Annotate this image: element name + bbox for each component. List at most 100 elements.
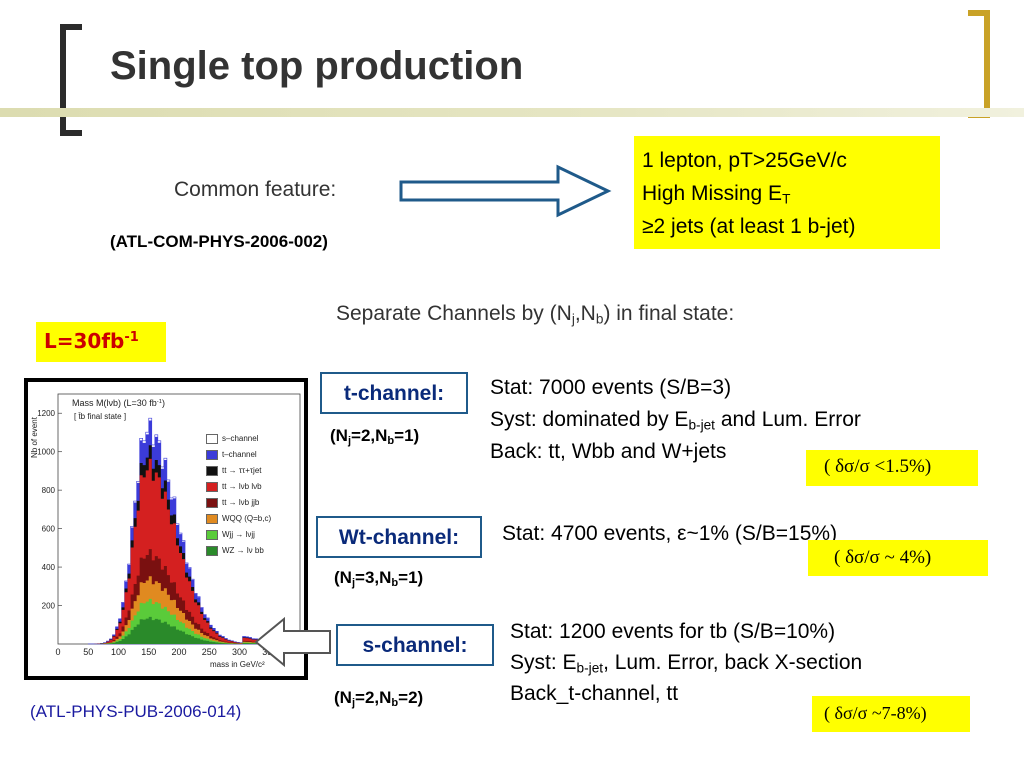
histogram-layer — [88, 616, 279, 644]
legend-swatch — [206, 466, 218, 476]
sn-post: =2) — [398, 688, 424, 707]
wtn-pre: (N — [334, 568, 352, 587]
legend-entry: Wjj → lνjj — [206, 530, 255, 540]
legend-swatch — [206, 482, 218, 492]
t-channel-syst: Syst: dominated by Eb-jet and Lum. Error — [490, 404, 861, 436]
plot-title-pre: Mass M(lνb) (L=30 fb — [72, 398, 157, 408]
luminosity-value: L=30fb — [44, 329, 125, 353]
wtn-sub-b: b — [391, 576, 399, 589]
s-channel-precision: ( δσ/σ ~7-8%) — [812, 696, 970, 732]
missing-et-text: High Missing E — [642, 182, 783, 205]
title-bracket-left — [60, 24, 82, 136]
s-syst-pre: Syst: E — [510, 651, 577, 674]
y-tick-label: 800 — [42, 486, 56, 495]
title-bracket-right — [968, 10, 990, 118]
y-tick-label: 1000 — [37, 448, 55, 457]
sn-sub-j: j — [351, 696, 356, 709]
legend-entry: tt → lνb jjb — [206, 498, 259, 508]
wtn-sub-j: j — [351, 576, 356, 589]
plot-title-post: ) — [161, 398, 165, 408]
x-tick-label: 0 — [55, 647, 60, 657]
x-tick-label: 200 — [171, 647, 186, 657]
plot-subtitle: [ t̄b final state ] — [74, 412, 127, 421]
legend-entry: WQQ (Q=b,c) — [206, 514, 271, 524]
luminosity-badge: L=30fb-1 — [36, 322, 166, 362]
plot-x-axis-label: mass in GeV/c² — [210, 660, 265, 669]
y-tick-label: 200 — [42, 602, 56, 611]
luminosity-exponent: -1 — [124, 329, 139, 345]
t-syst-pre: Syst: dominated by E — [490, 408, 689, 431]
x-tick-label: 150 — [141, 647, 156, 657]
tn-mid: =2,N — [351, 426, 388, 445]
legend-label: s–channel — [222, 434, 259, 444]
t-channel-precision: ( δσ/σ <1.5%) — [806, 450, 978, 486]
separate-post: ) in final state: — [603, 302, 735, 325]
separate-channels-text: Separate Channels by (Nj,Nb) in final st… — [336, 302, 734, 326]
y-tick-label: 400 — [42, 563, 56, 572]
legend-swatch — [206, 434, 218, 444]
common-feature-box: 1 lepton, pT>25GeV/c High Missing ET ≥2 … — [634, 136, 940, 249]
jet-requirement: ≥2 jets (at least 1 b-jet) — [642, 215, 856, 238]
legend-label: Wjj → lνjj — [222, 530, 255, 540]
legend-label: tt → lνb jjb — [222, 498, 260, 508]
s-syst-post: , Lum. Error, back X-section — [603, 651, 863, 674]
s-channel-stat: Stat: 1200 events for tb (S/B=10%) — [510, 620, 836, 643]
missing-et-sub: T — [782, 191, 791, 207]
t-syst-post: and Lum. Error — [714, 408, 861, 431]
s-syst-sub: b-jet — [576, 660, 604, 676]
s-channel-syst: Syst: Eb-jet, Lum. Error, back X-section — [510, 647, 862, 678]
y-tick-label: 600 — [42, 525, 56, 534]
t-channel-details: Stat: 7000 events (S/B=3) Syst: dominate… — [490, 372, 861, 468]
common-feature-reference: (ATL-COM-PHYS-2006-002) — [110, 232, 328, 251]
wtn-post: =1) — [398, 568, 424, 587]
legend-entry: tt → lνb lνb — [206, 482, 262, 492]
tn-sub-b: b — [387, 434, 395, 447]
legend-swatch — [206, 546, 218, 556]
x-tick-label: 100 — [111, 647, 126, 657]
y-tick-label: 1200 — [37, 409, 55, 418]
s-channel-multiplicity: (Nj=2,Nb=2) — [334, 688, 423, 708]
t-channel-stat: Stat: 7000 events (S/B=3) — [490, 376, 732, 399]
title-underline — [0, 108, 1024, 117]
s-channel-label: s-channel: — [336, 624, 494, 666]
legend-entry: t–channel — [206, 450, 257, 460]
lepton-requirement: 1 lepton, pT>25GeV/c — [642, 149, 847, 172]
sn-mid: =2,N — [355, 688, 392, 707]
y-tick-labels: 1200 1000 800 600 400 200 — [37, 409, 62, 611]
t-syst-sub: b-jet — [688, 417, 715, 433]
legend-swatch — [206, 498, 218, 508]
separate-mid: ,N — [574, 302, 596, 325]
histogram-layers — [87, 417, 280, 645]
x-tick-labels: 050100150200250300350 — [55, 647, 277, 657]
tn-sub-j: j — [347, 434, 352, 447]
wt-channel-precision: ( δσ/σ ~ 4%) — [808, 540, 988, 576]
separate-sub-j: j — [571, 311, 575, 327]
s-channel-details: Stat: 1200 events for tb (S/B=10%) Syst:… — [510, 616, 862, 709]
plot-y-axis-label: Nb of event — [30, 417, 39, 458]
t-channel-label: t-channel: — [320, 372, 468, 414]
wtn-mid: =3,N — [355, 568, 392, 587]
legend-label: WQQ (Q=b,c) — [222, 514, 272, 524]
wt-channel-multiplicity: (Nj=3,Nb=1) — [334, 568, 423, 588]
sn-sub-b: b — [391, 696, 399, 709]
common-feature-arrow — [399, 164, 612, 218]
legend-swatch — [206, 530, 218, 540]
legend-swatch — [206, 450, 218, 460]
plot-subtitle-text: t̄b final state — [78, 412, 122, 421]
legend-entry: s–channel — [206, 434, 258, 444]
tn-pre: (N — [330, 426, 348, 445]
separate-sub-b: b — [595, 311, 604, 327]
t-channel-back: Back: tt, Wbb and W+jets — [490, 440, 727, 463]
legend-entry: WZ → lν bb — [206, 546, 264, 556]
s-channel-back: Back_t-channel, tt — [510, 682, 679, 705]
wt-channel-stat: Stat: 4700 events, ε~1% (S/B=15%) — [502, 522, 838, 545]
plot-reference: (ATL-PHYS-PUB-2006-014) — [30, 702, 242, 721]
x-tick-label: 300 — [232, 647, 247, 657]
wt-channel-label: Wt-channel: — [316, 516, 482, 558]
s-channel-pointer-arrow — [254, 616, 331, 668]
separate-pre: Separate Channels by (N — [336, 302, 572, 325]
legend-label: tt → ττ+τjet — [222, 466, 262, 476]
slide-title: Single top production — [110, 44, 524, 88]
